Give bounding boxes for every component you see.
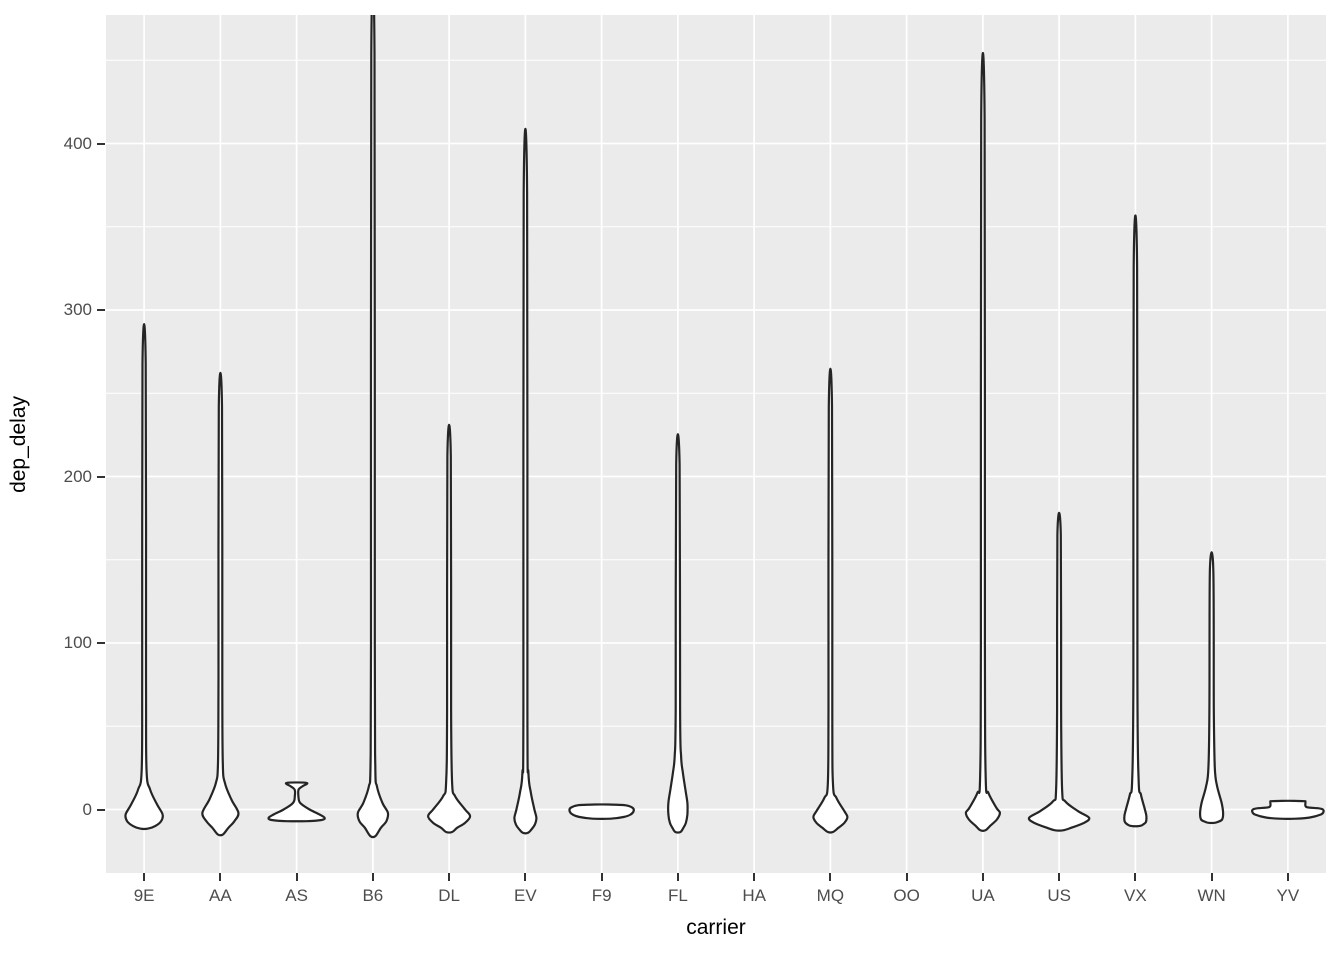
violin-FL <box>667 433 689 834</box>
x-tick-label-DL: DL <box>438 886 460 905</box>
violin-VX <box>1123 214 1148 828</box>
x-tick-label-EV: EV <box>514 886 537 905</box>
x-tick-label-VX: VX <box>1124 886 1147 905</box>
x-tick-label-F9: F9 <box>591 886 612 905</box>
y-tick-mark-400 <box>97 142 105 145</box>
x-tick-mark-MQ <box>829 873 832 881</box>
x-tick-label-B6: B6 <box>362 886 384 905</box>
y-tick-label-0: 0 <box>82 799 92 819</box>
x-tick-mark-EV <box>524 873 527 881</box>
x-tick-mark-US <box>1058 873 1061 881</box>
x-tick-mark-9E <box>143 873 146 881</box>
x-tick-mark-F9 <box>600 873 603 881</box>
y-tick-mark-300 <box>97 309 105 311</box>
x-tick-mark-HA <box>753 873 756 881</box>
violin-9E <box>124 323 164 831</box>
y-tick-label-100: 100 <box>63 633 92 652</box>
violin-YV <box>1251 799 1325 820</box>
y-tick-label-300: 300 <box>63 300 92 319</box>
y-tick-label-200: 200 <box>63 466 92 486</box>
x-tick-label-UA: UA <box>971 886 995 905</box>
violin-chart-svg <box>106 15 1326 873</box>
violin-WN <box>1198 551 1225 825</box>
violin-F9 <box>568 803 635 820</box>
x-tick-mark-B6 <box>371 873 374 881</box>
x-tick-mark-DL <box>448 873 451 881</box>
x-tick-label-FL: FL <box>667 886 688 905</box>
x-axis-title: carrier <box>686 916 746 939</box>
y-tick-label-400: 400 <box>63 133 92 153</box>
x-tick-label-MQ: MQ <box>816 886 845 905</box>
violin-UA <box>964 51 1001 832</box>
x-tick-label-US: US <box>1047 886 1071 905</box>
violin-EV <box>513 127 538 835</box>
violin-DL <box>427 423 472 834</box>
x-tick-mark-AS <box>295 873 298 881</box>
y-tick-mark-200 <box>97 475 105 478</box>
x-tick-label-YV: YV <box>1276 886 1300 905</box>
y-tick-mark-0 <box>97 808 105 811</box>
x-tick-label-WN: WN <box>1197 886 1226 905</box>
x-tick-label-AS: AS <box>285 886 308 905</box>
x-tick-mark-AA <box>219 873 222 881</box>
violin-AA <box>201 371 240 837</box>
plot-panel <box>106 15 1326 873</box>
violin-US <box>1027 511 1091 832</box>
y-axis-title: dep_delay <box>7 395 30 493</box>
y-tick-mark-100 <box>97 642 105 644</box>
violin-MQ <box>812 367 849 834</box>
x-tick-label-AA: AA <box>209 886 232 905</box>
y-axis-title-wrap: dep_delay <box>4 15 34 873</box>
x-tick-mark-FL <box>676 873 679 881</box>
x-tick-label-OO: OO <box>893 886 920 905</box>
x-tick-mark-OO <box>905 873 908 881</box>
x-tick-mark-UA <box>981 873 984 881</box>
violin-B6 <box>356 15 390 839</box>
violin-AS <box>267 781 326 823</box>
x-tick-label-9E: 9E <box>133 886 155 905</box>
x-tick-mark-WN <box>1210 873 1213 881</box>
x-tick-mark-VX <box>1134 873 1137 881</box>
x-tick-label-HA: HA <box>742 886 766 905</box>
x-tick-mark-YV <box>1286 873 1289 881</box>
